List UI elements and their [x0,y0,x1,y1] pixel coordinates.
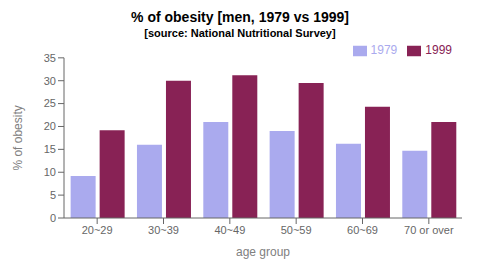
svg-text:15: 15 [44,143,56,155]
html-text:1999: 1999 [425,43,452,57]
svg-text:10: 10 [44,166,56,178]
svg-text:25: 25 [44,97,56,109]
svg-text:30~39: 30~39 [148,224,179,236]
svg-text:% of obesity: % of obesity [11,105,25,170]
svg-text:35: 35 [44,52,56,64]
svg-text:40~49: 40~49 [214,224,245,236]
html-text:% of obesity [men, 1979 vs 199: % of obesity [men, 1979 vs 1999] [131,9,349,25]
svg-text:5: 5 [50,189,56,201]
html-text:[source: National Nutritional: [source: National Nutritional Survey] [144,27,336,39]
svg-text:60~69: 60~69 [347,224,378,236]
svg-text:50~59: 50~59 [281,224,312,236]
svg-text:0: 0 [50,212,56,224]
svg-text:70 or over: 70 or over [404,224,454,236]
svg-text:20~29: 20~29 [82,224,113,236]
svg-text:20: 20 [44,120,56,132]
svg-text:age group: age group [236,245,290,259]
html-text:1979: 1979 [370,43,398,57]
svg-text:30: 30 [44,75,56,87]
